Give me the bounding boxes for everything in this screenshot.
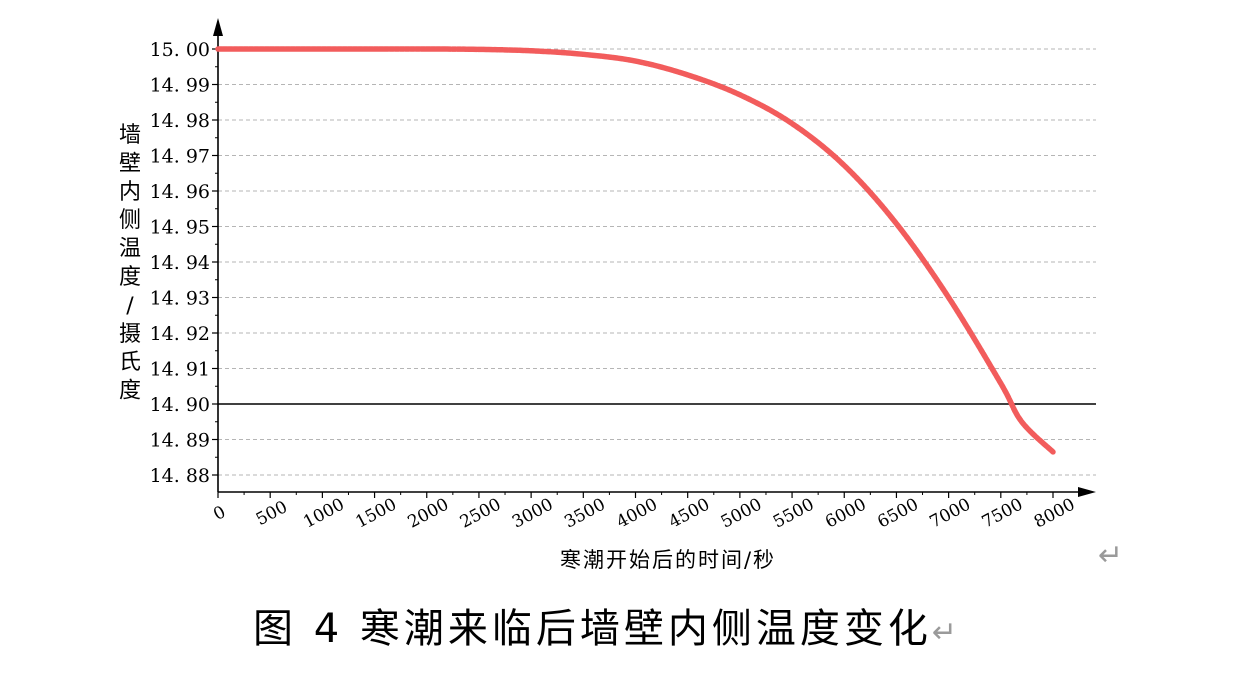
- y-tick-label: 14. 88: [150, 465, 210, 487]
- y-axis-arrow: [213, 18, 223, 36]
- x-tick-label: 0: [210, 502, 229, 525]
- series-line: [215, 46, 1056, 455]
- y-axis-title-char: 氏: [119, 350, 141, 375]
- y-tick-label: 14. 98: [150, 110, 210, 132]
- y-axis-title-char: 侧: [119, 208, 141, 233]
- y-axis-title-char: 内: [119, 180, 141, 205]
- y-axis-title-char: 摄: [119, 322, 141, 347]
- x-tick-label: 1500: [352, 495, 400, 533]
- y-tick-label: 15. 00: [150, 39, 210, 61]
- y-tick-label: 14. 94: [150, 252, 210, 274]
- y-tick-label: 14. 96: [150, 181, 210, 203]
- x-tick-label: 5500: [770, 495, 818, 533]
- y-axis-title-char: 温: [119, 237, 141, 262]
- y-tick-label: 14. 97: [150, 146, 210, 168]
- x-tick-label: 6000: [822, 495, 870, 533]
- line-chart: 15. 00 14. 99 14. 98 14. 97 14. 96 14. 95 14. …: [119, 18, 1096, 572]
- x-axis-arrow: [1078, 487, 1096, 497]
- x-tick-label: 4000: [613, 495, 661, 533]
- figure-caption: 图 4 寒潮来临后墙壁内侧温度变化↵: [0, 596, 1210, 654]
- y-axis-title-char: 度: [119, 379, 141, 404]
- y-axis-title: 墙壁内侧温度∕摄氏度: [119, 123, 141, 404]
- y-tick-label: 14. 91: [150, 359, 210, 381]
- x-tick-label: 7000: [926, 495, 974, 533]
- y-axis-title-char: 度: [119, 265, 141, 290]
- x-tick-label: 500: [253, 497, 291, 530]
- x-tick-label: 2500: [457, 495, 505, 533]
- y-tick-label: 14. 95: [150, 217, 210, 239]
- y-tick-label: 14. 93: [150, 288, 210, 310]
- x-axis-title: 寒潮开始后的时间/秒: [560, 548, 776, 572]
- x-tick-label: 2000: [405, 495, 453, 533]
- y-tick-label: 14. 92: [150, 323, 210, 345]
- caption-return-mark: ↵: [931, 615, 958, 650]
- x-tick-label: 8000: [1031, 495, 1079, 533]
- caption-text: 图 4 寒潮来临后墙壁内侧温度变化: [252, 606, 932, 652]
- paragraph-mark: ↵: [1098, 538, 1124, 573]
- y-axis-title-char: ∕: [126, 293, 134, 318]
- x-tick-label: 3000: [509, 495, 557, 533]
- y-axis-title-char: 壁: [119, 151, 141, 176]
- y-tick-label: 14. 90: [150, 394, 210, 416]
- x-tick-label: 7500: [979, 495, 1027, 533]
- x-tick-label: 3500: [561, 495, 609, 533]
- x-tick-label: 4500: [666, 495, 714, 533]
- x-tick-label: 6500: [874, 495, 922, 533]
- y-axis-title-char: 墙: [119, 123, 141, 148]
- y-tick-label: 14. 89: [150, 430, 210, 452]
- y-tick-label: 14. 99: [150, 75, 210, 97]
- x-tick-label: 1000: [300, 495, 348, 533]
- x-tick-label: 5000: [718, 495, 766, 533]
